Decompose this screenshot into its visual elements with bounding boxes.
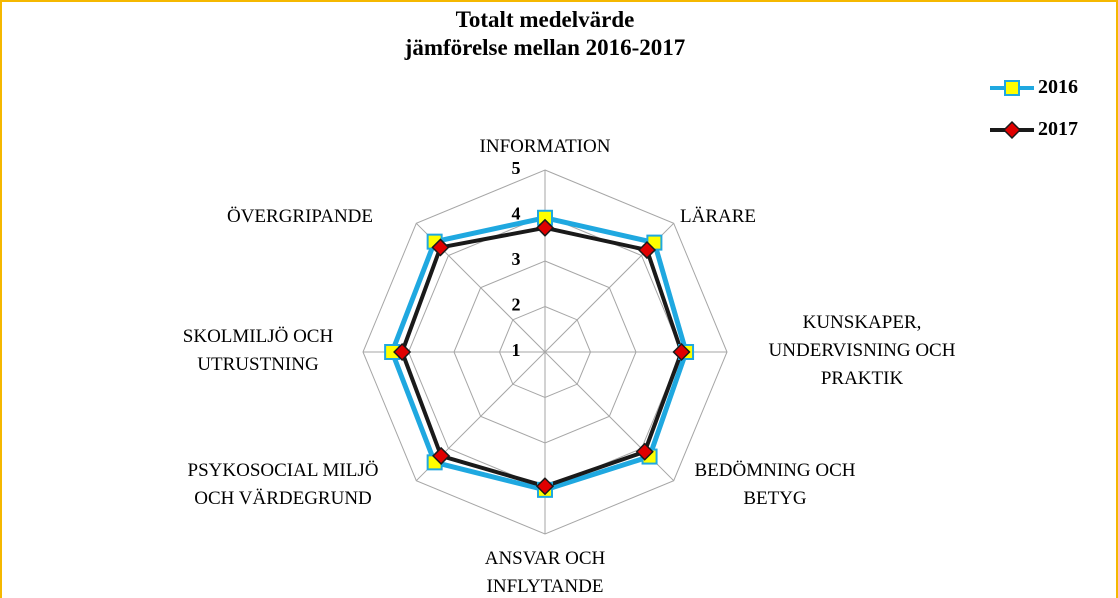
r-tick-label: 5 <box>512 158 521 178</box>
marker <box>535 477 555 496</box>
marker <box>431 238 450 257</box>
category-label: BEDÖMNING OCH BETYG <box>695 460 856 509</box>
marker <box>535 218 555 237</box>
marker <box>432 446 451 465</box>
category-label: INFORMATION <box>480 136 611 157</box>
category-label: LÄRARE <box>680 206 756 227</box>
category-label: SKOLMILJÖ OCH UTRUSTNING <box>183 326 334 375</box>
marker <box>637 240 657 260</box>
r-tick-label: 1 <box>512 340 521 360</box>
category-label: ÖVERGRIPANDE <box>227 206 373 227</box>
category-label: PSYKOSOCIAL MILJÖ OCH VÄRDEGRUND <box>188 460 379 509</box>
category-label: KUNSKAPER, UNDERVISNING OCH PRAKTIK <box>769 312 956 389</box>
chart-title: Totalt medelvärde jämförelse mellan 2016-… <box>404 7 686 60</box>
legend-marker <box>1004 80 1020 96</box>
r-tick-label: 4 <box>512 204 521 224</box>
marker <box>672 342 691 362</box>
marker <box>393 342 412 362</box>
legend-label: 2017 <box>1038 118 1078 140</box>
r-tick-label: 2 <box>512 295 521 315</box>
category-label: ANSVAR OCH INFLYTANDE <box>485 548 606 597</box>
marker <box>635 442 654 461</box>
legend-label: 2016 <box>1038 76 1078 98</box>
legend-marker <box>1002 120 1022 140</box>
r-tick-label: 3 <box>512 249 521 269</box>
